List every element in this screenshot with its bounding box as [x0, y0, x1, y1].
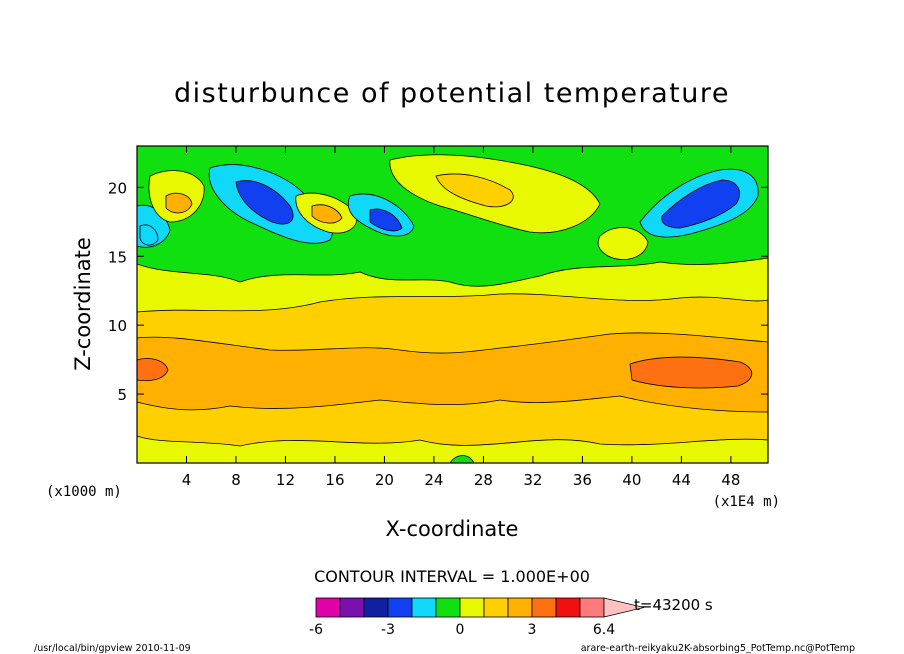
x-axis-ticks: 4 8 12 16 20 24 28 32 36 40 44 48 [182, 146, 740, 489]
y-axis-label: Z-coordinate [71, 237, 95, 371]
x-unit-label: (x1000 m) [46, 484, 122, 500]
x-scale-label: (x1E4 m) [713, 494, 780, 510]
field-core-left [137, 358, 169, 382]
chart-title: disturbunce of potential temperature [174, 78, 730, 109]
time-label: t=43200 s [634, 596, 713, 614]
colorbar-swatch [387, 597, 413, 618]
field-upper-blue-left [235, 180, 294, 225]
colorbar-tick-label: 6.4 [593, 622, 615, 638]
field-upper-cyan-small [139, 224, 159, 246]
field-upper-orange-mid [311, 204, 343, 224]
x-tick-label: 36 [573, 471, 592, 489]
y-tick-label: 20 [108, 179, 127, 197]
field-upper-blue-mid [369, 208, 403, 232]
colorbar [315, 597, 645, 618]
colorbar-swatch [339, 597, 365, 618]
y-tick-label: 15 [108, 248, 127, 266]
y-tick-label: 5 [117, 386, 127, 404]
colorbar-swatch [507, 597, 533, 618]
x-tick-label: 40 [622, 471, 641, 489]
plot-area [137, 146, 768, 463]
x-tick-label: 28 [474, 471, 493, 489]
x-tick-label: 48 [721, 471, 740, 489]
colorbar-tick-label: -6 [309, 622, 323, 638]
colorbar-swatch [459, 597, 485, 618]
colorbar-swatch [315, 597, 341, 618]
colorbar-swatch [363, 597, 389, 618]
colorbar-swatch [579, 597, 605, 618]
colorbar-tick-label: 3 [528, 622, 537, 638]
colorbar-tick-labels: -6 -3 0 3 6.4 [309, 622, 615, 638]
plot-frame [136, 145, 769, 464]
colorbar-swatch [435, 597, 461, 618]
x-tick-label: 8 [231, 471, 241, 489]
colorbar-tick-label: 0 [456, 622, 465, 638]
colorbar-swatch [483, 597, 509, 618]
x-tick-label: 4 [182, 471, 192, 489]
field-upper-yellow-right [597, 227, 649, 260]
y-tick-label: 10 [108, 317, 127, 335]
field-upper-orange-center [435, 173, 514, 208]
x-tick-label: 44 [672, 471, 691, 489]
x-axis-label: X-coordinate [386, 517, 519, 541]
colorbar-swatch [555, 597, 581, 618]
footer-left: /usr/local/bin/gpview 2010-11-09 [34, 643, 191, 654]
y-axis-ticks: 5 10 15 20 [108, 179, 768, 404]
x-tick-label: 16 [325, 471, 344, 489]
colorbar-swatch [531, 597, 557, 618]
field-upper-orange-left [165, 192, 193, 214]
colorbar-tick-label: -3 [381, 622, 395, 638]
x-tick-label: 12 [276, 471, 295, 489]
footer-right: arare-earth-reikyaku2K-absorbing5_PotTem… [581, 643, 855, 654]
x-tick-label: 24 [424, 471, 443, 489]
field-core-right [629, 356, 753, 389]
x-tick-label: 20 [375, 471, 394, 489]
field-upper-blue-right [661, 179, 740, 229]
x-tick-label: 32 [523, 471, 542, 489]
colorbar-extension-arrow [603, 597, 645, 618]
colorbar-swatch [411, 597, 437, 618]
contour-interval-text: CONTOUR INTERVAL = 1.000E+00 [314, 567, 590, 586]
